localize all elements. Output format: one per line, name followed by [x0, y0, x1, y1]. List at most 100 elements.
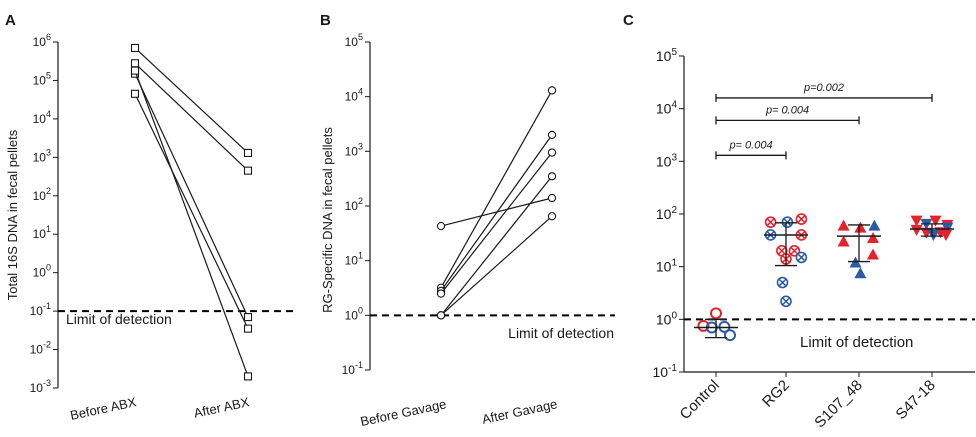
marker-cross: [777, 246, 786, 255]
data-point-c: [854, 221, 867, 233]
data-point-c: [775, 245, 788, 257]
y-tick-label-b: 105: [345, 32, 363, 49]
data-point-a: [243, 148, 253, 158]
data-point-a: [243, 166, 253, 175]
data-point-c: [780, 295, 792, 308]
x-tick-label-b: Before Gavage: [359, 396, 448, 429]
panel-label-c: C: [623, 12, 634, 29]
data-point-c: [854, 267, 867, 279]
data-point-a: [243, 313, 253, 322]
data-point-c: [795, 213, 808, 225]
y-tick-label-a: 105: [33, 70, 51, 87]
p-value-label: p=0.002: [803, 82, 844, 94]
y-tick-label-a: 106: [33, 32, 51, 49]
y-tick-label-a: 10-1: [30, 301, 51, 318]
p-value-label: p= 0.004: [728, 139, 772, 151]
data-point-c: [910, 224, 923, 236]
data-point-a: [130, 66, 140, 75]
x-tick-label-c: RG2: [759, 377, 793, 411]
data-point-c: [710, 307, 722, 320]
series-line-b: [440, 175, 553, 316]
series-line-a: [134, 70, 249, 377]
y-tick-label-a: 10-2: [30, 340, 51, 357]
data-point-c: [941, 222, 954, 234]
data-point-c: [781, 216, 794, 228]
data-point-b: [547, 193, 557, 203]
y-tick-label-a: 10-3: [30, 378, 51, 395]
data-point-c: [788, 245, 801, 257]
data-point-c: [837, 235, 850, 247]
data-point-c: [776, 276, 789, 289]
y-tick-label-a: 100: [33, 263, 51, 280]
y-tick-label-a: 102: [33, 186, 51, 203]
series-line-b: [440, 215, 553, 316]
panel-c: [679, 55, 975, 377]
series-line-a: [134, 47, 249, 154]
series-line-a: [134, 93, 249, 329]
panel-a: [53, 41, 295, 389]
marker-cross: [783, 218, 792, 226]
y-tick-label-b: 104: [345, 87, 363, 104]
data-point-b: [547, 130, 557, 140]
data-point-c: [724, 329, 736, 342]
p-value-label: p= 0.004: [765, 104, 809, 116]
data-point-b: [547, 172, 557, 181]
data-point-a: [130, 43, 140, 53]
limit-label-b: Limit of detection: [508, 325, 614, 341]
marker-cross: [797, 253, 806, 262]
data-point-a: [243, 324, 253, 333]
data-point-c: [867, 232, 879, 244]
y-tick-label-c: 104: [656, 100, 678, 117]
y-tick-label-c: 100: [656, 310, 678, 327]
x-tick-label-b: After Gavage: [481, 396, 559, 427]
x-tick-label-a: Before ABX: [69, 394, 138, 423]
y-tick-label-b: 10-1: [342, 360, 363, 377]
series-line-a: [134, 73, 249, 318]
y-tick-label-c: 10-1: [653, 363, 678, 380]
y-tick-label-b: 103: [345, 141, 363, 158]
data-point-b: [547, 212, 557, 221]
panel-b: [365, 41, 615, 371]
data-point-b: [436, 221, 446, 231]
y-tick-label-b: 102: [345, 196, 363, 213]
series-line-b: [440, 152, 553, 294]
x-tick-label-c: S47-18: [893, 377, 939, 423]
data-point-c: [837, 219, 850, 231]
limit-label-a: Limit of detection: [66, 311, 172, 327]
panel-label-b: B: [320, 12, 331, 29]
x-tick-label-c: Control: [677, 377, 723, 423]
series-line-a: [134, 62, 249, 172]
marker-cross: [797, 215, 806, 223]
y-tick-label-a: 101: [33, 224, 51, 241]
y-tick-label-b: 101: [345, 251, 363, 268]
data-point-b: [436, 311, 446, 320]
data-point-a: [243, 372, 253, 381]
marker-cross: [790, 246, 799, 255]
y-axis-label-b: RG-Specific DNA in fecal pellets: [320, 127, 335, 313]
marker-cross: [778, 278, 787, 287]
data-point-b: [547, 86, 557, 95]
y-tick-label-c: 101: [656, 258, 678, 275]
x-tick-label-a: After ABX: [192, 394, 251, 420]
y-tick-label-c: 105: [656, 47, 678, 64]
limit-label-c: Limit of detection: [800, 334, 913, 351]
data-point-c: [927, 229, 940, 241]
data-point-c: [929, 215, 942, 227]
data-point-c: [795, 251, 808, 264]
data-point-c: [868, 219, 881, 231]
y-tick-label-a: 104: [33, 109, 51, 126]
x-tick-label-c: S107_48: [811, 377, 865, 431]
data-point-c: [697, 319, 710, 332]
series-line-b: [440, 90, 553, 289]
data-point-a: [130, 89, 140, 98]
y-tick-label-c: 102: [656, 205, 678, 222]
y-tick-label-c: 103: [656, 152, 678, 169]
marker-cross: [766, 218, 775, 226]
panel-label-a: A: [5, 12, 16, 29]
y-axis-label-a: Total 16S DNA in fecal pellets: [5, 129, 20, 300]
data-point-c: [867, 248, 879, 260]
data-point-c: [764, 216, 777, 228]
series-line-b: [440, 134, 553, 292]
data-point-c: [910, 215, 923, 227]
